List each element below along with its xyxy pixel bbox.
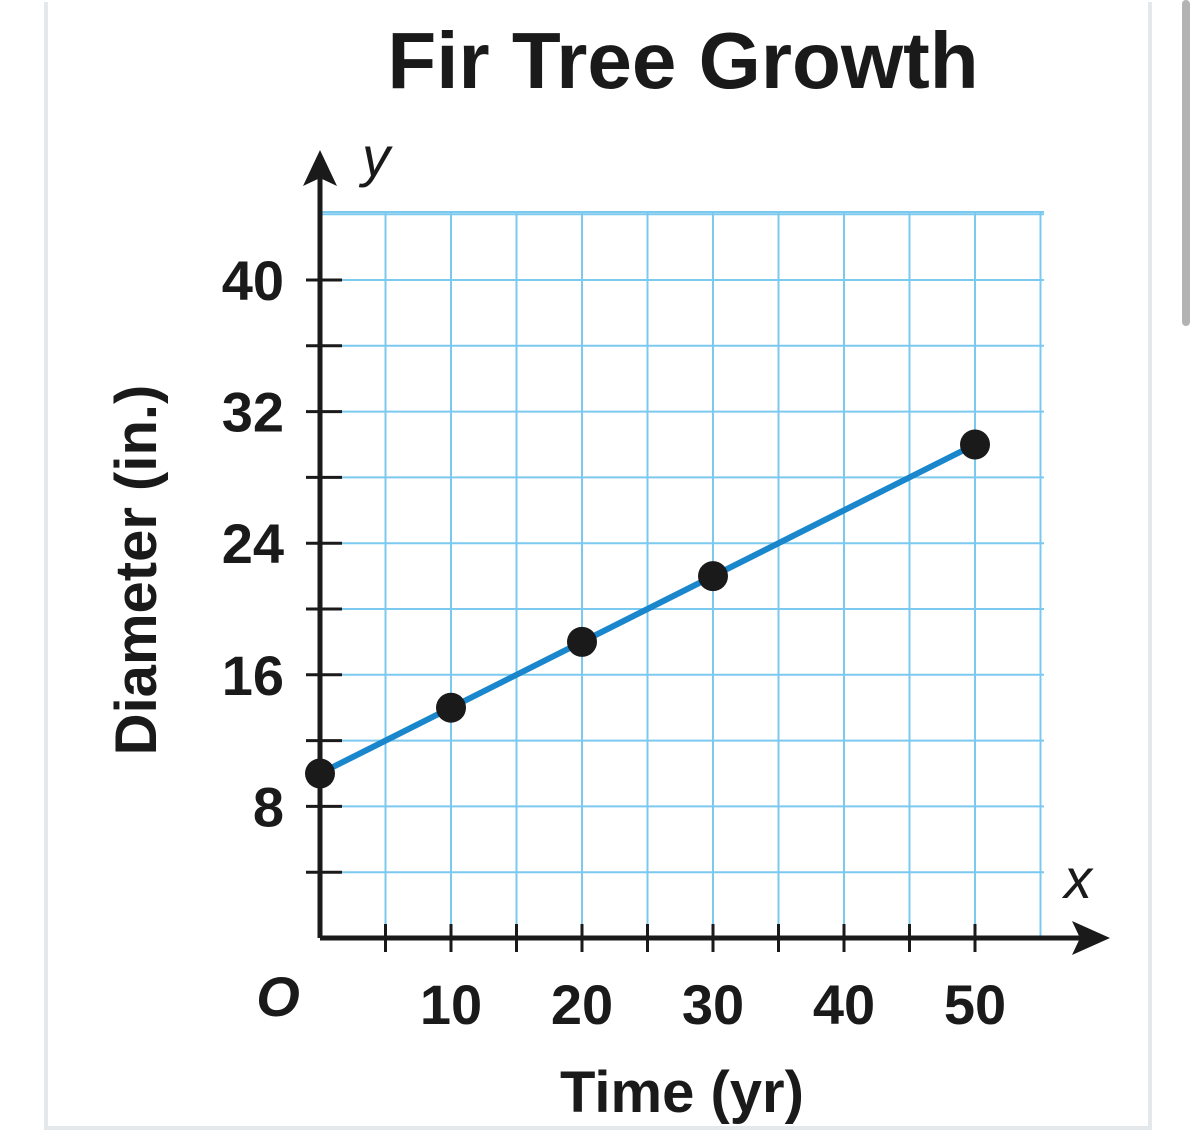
chart-frame <box>44 2 1152 1130</box>
y-tick-label: 16 <box>222 644 284 707</box>
axes <box>303 150 1110 955</box>
y-axis-variable: y <box>358 125 393 188</box>
y-tick-label: 32 <box>222 381 284 444</box>
data-point <box>698 561 728 592</box>
x-axis-title: Time (yr) <box>560 1060 804 1125</box>
x-tick-label: 30 <box>682 973 744 1036</box>
origin-label: O <box>256 965 300 1028</box>
series-line <box>317 441 978 777</box>
data-point <box>960 429 990 460</box>
x-axis-arrow <box>1072 921 1110 955</box>
series-lines <box>317 441 978 777</box>
y-tick-label: 24 <box>222 512 284 575</box>
y-axis-arrow <box>303 150 337 186</box>
data-point <box>305 758 335 789</box>
tick-labels: 10 20 30 40 50 8 16 24 32 40 <box>222 249 1006 1036</box>
data-point <box>567 626 597 657</box>
y-tick-label: 40 <box>222 249 284 312</box>
chart-title: Fir Tree Growth <box>387 16 978 105</box>
data-point <box>436 692 466 723</box>
scrollbar-thumb[interactable] <box>1182 0 1190 326</box>
x-tick-label: 50 <box>944 973 1006 1036</box>
series-points <box>305 429 990 789</box>
x-axis-variable: x <box>1061 847 1094 910</box>
y-axis-title: Diameter (in.) <box>104 385 169 756</box>
x-tick-label: 40 <box>813 973 875 1036</box>
x-tick-label: 10 <box>420 973 482 1036</box>
x-tick-label: 20 <box>551 973 613 1036</box>
y-tick-label: 8 <box>253 775 284 838</box>
grid-lines <box>320 211 1044 938</box>
